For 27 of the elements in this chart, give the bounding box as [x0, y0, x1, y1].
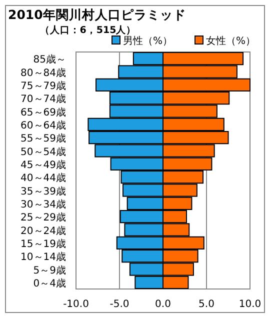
- legend-label: 女性（%）: [206, 35, 256, 47]
- chart-title: 2010年関川村人口ピラミッド: [8, 7, 186, 22]
- y-tick-label: 25～29歳: [20, 212, 66, 224]
- y-tick-label: 30～34歳: [20, 198, 66, 210]
- legend-label: 男性（%）: [123, 35, 173, 47]
- chart-subtitle: （人口：6，515人）: [40, 24, 136, 36]
- x-tick-label: -10.0: [63, 299, 89, 310]
- y-tick-label: 35～39歳: [20, 185, 66, 198]
- y-tick-label: 55～59歳: [20, 132, 66, 145]
- y-tick-label: 85歳～: [33, 54, 66, 66]
- y-tick-label: 70～74歳: [20, 93, 66, 106]
- x-tick-label: -5.0: [110, 299, 130, 310]
- x-tick-label: 5.0: [198, 299, 214, 310]
- y-tick-label: 40～44歳: [20, 172, 66, 184]
- x-tick-label: 0.0: [155, 299, 171, 310]
- y-tick-label: 45～49歳: [20, 158, 66, 171]
- y-tick-label: 65～69歳: [20, 106, 66, 118]
- y-tick-label: 15～19歳: [20, 238, 66, 250]
- y-tick-label: 5～9歳: [33, 264, 66, 276]
- y-tick-label: 10～14歳: [20, 251, 66, 264]
- y-tick-label: 0～4歳: [33, 277, 66, 290]
- y-tick-label: 60～64歳: [20, 119, 66, 132]
- y-tick-label: 20～24歳: [20, 224, 66, 237]
- y-tick-label: 50～54歳: [20, 146, 66, 158]
- y-tick-label: 80～84歳: [20, 66, 66, 79]
- x-tick-label: 10.0: [238, 299, 262, 310]
- y-tick-label: 75～79歳: [20, 80, 66, 92]
